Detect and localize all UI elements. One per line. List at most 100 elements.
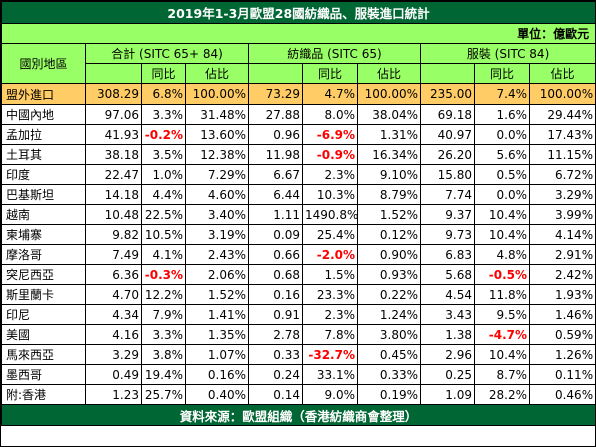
- clothing-yoy-cell: 10.4%: [474, 344, 530, 365]
- textiles-share-cell: 0.90%: [357, 244, 421, 265]
- clothing-value-cell: 1.38: [420, 324, 475, 345]
- unit-label: 單位：億歐元: [0, 23, 596, 44]
- total-share-cell: 3.19%: [185, 224, 249, 245]
- textiles-share-cell: 0.33%: [357, 364, 421, 385]
- textiles-yoy-cell: 1.5%: [302, 264, 358, 285]
- region-name-cell: 美國: [1, 324, 86, 345]
- total-value-cell: 6.36: [85, 264, 142, 285]
- textiles-value-cell: 6.67: [248, 164, 303, 185]
- textiles-value-cell: 2.78: [248, 324, 303, 345]
- clothing-share-cell: 17.43%: [528, 124, 596, 145]
- textiles-share-cell: 3.80%: [357, 324, 421, 345]
- total-value-cell: 0.49: [85, 364, 142, 385]
- table-row: 越南 10.48 22.5% 3.40% 1.11 1490.8% 1.52% 9.37 10.…: [1, 204, 596, 225]
- total-value-cell: 7.49: [85, 244, 142, 265]
- region-name-cell: 巴基斯坦: [1, 184, 86, 205]
- clothing-share-cell: 0.46%: [528, 384, 596, 405]
- textiles-value-cell: 0.68: [248, 264, 303, 285]
- clothing-yoy-cell: 1.6%: [474, 104, 530, 125]
- total-yoy-cell: 3.3%: [141, 324, 186, 345]
- region-name-cell: 斯里蘭卡: [1, 284, 86, 305]
- clothing-share-cell: 0.59%: [528, 324, 596, 345]
- textiles-share-cell: 100.00%: [357, 83, 421, 105]
- clothing-value-cell: 3.43: [420, 304, 475, 325]
- total-yoy-cell: 25.7%: [141, 384, 186, 405]
- clothing-yoy-cell: 0.5%: [474, 164, 530, 185]
- total-share-cell: 31.48%: [185, 104, 249, 125]
- total-share-cell: 4.60%: [185, 184, 249, 205]
- clothing-share-cell: 11.15%: [528, 144, 596, 165]
- textiles-share-cell: 8.79%: [357, 184, 421, 205]
- total-share-cell: 3.40%: [185, 204, 249, 225]
- textiles-group-header: 紡織品 (SITC 65): [248, 43, 421, 64]
- textiles-value-cell: 27.88: [248, 104, 303, 125]
- table-row: 巴基斯坦 14.18 4.4% 4.60% 6.44 10.3% 8.79% 7.74 0.0%…: [1, 184, 596, 205]
- table-row: 斯里蘭卡 4.70 12.2% 1.52% 0.16 23.3% 0.22% 4.54 11.8…: [1, 284, 596, 305]
- total-yoy-cell: 12.2%: [141, 284, 186, 305]
- total-value-cell: 38.18: [85, 144, 142, 165]
- clothing-yoy-cell: 0.0%: [474, 124, 530, 145]
- textiles-yoy-cell: 2.3%: [302, 304, 358, 325]
- textiles-yoy-cell: 1490.8%: [302, 204, 358, 225]
- source-note: 資料來源：歐盟組織（香港紡織商會整理）: [0, 404, 596, 426]
- textiles-share-cell: 0.93%: [357, 264, 421, 285]
- clothing-value-cell: 1.09: [420, 384, 475, 405]
- textiles-value-cell: 0.96: [248, 124, 303, 145]
- total-share-cell: 0.16%: [185, 364, 249, 385]
- textiles-yoy-cell: 25.4%: [302, 224, 358, 245]
- clothing-share-cell: 2.42%: [528, 264, 596, 285]
- clothing-value-cell: 15.80: [420, 164, 475, 185]
- total-share-cell: 0.40%: [185, 384, 249, 405]
- total-share-subheader: 佔比: [185, 63, 249, 84]
- textiles-share-cell: 9.10%: [357, 164, 421, 185]
- total-share-cell: 12.38%: [185, 144, 249, 165]
- region-name-cell: 印度: [1, 164, 86, 185]
- textiles-yoy-cell: 2.3%: [302, 164, 358, 185]
- clothing-yoy-cell: 10.4%: [474, 204, 530, 225]
- clothing-share-cell: 1.46%: [528, 304, 596, 325]
- clothing-share-cell: 2.91%: [528, 244, 596, 265]
- table-row: 柬埔寨 9.82 10.5% 3.19% 0.09 25.4% 0.12% 9.73 10.4%…: [1, 224, 596, 245]
- textiles-share-cell: 0.22%: [357, 284, 421, 305]
- table-row: 中國內地 97.06 3.3% 31.48% 27.88 8.0% 38.04% 69.18 1…: [1, 104, 596, 125]
- total-yoy-cell: 19.4%: [141, 364, 186, 385]
- total-value-cell: 308.29: [85, 83, 142, 105]
- textiles-yoy-cell: -2.0%: [302, 244, 358, 265]
- region-name-cell: 中國內地: [1, 104, 86, 125]
- total-group-header: 合計 (SITC 65+ 84): [85, 43, 249, 64]
- region-name-cell: 柬埔寨: [1, 224, 86, 245]
- textiles-yoy-cell: -32.7%: [302, 344, 358, 365]
- total-share-cell: 13.60%: [185, 124, 249, 145]
- clothing-share-cell: 1.93%: [528, 284, 596, 305]
- total-value-cell: 4.70: [85, 284, 142, 305]
- textiles-share-cell: 1.52%: [357, 204, 421, 225]
- total-share-cell: 2.43%: [185, 244, 249, 265]
- clothing-value-cell: 235.00: [420, 83, 475, 105]
- clothing-share-cell: 3.99%: [528, 204, 596, 225]
- region-name-cell: 孟加拉: [1, 124, 86, 145]
- total-yoy-cell: 3.5%: [141, 144, 186, 165]
- clothing-yoy-cell: 4.8%: [474, 244, 530, 265]
- clothing-share-cell: 6.72%: [528, 164, 596, 185]
- total-share-cell: 100.00%: [185, 83, 249, 105]
- header-row-groups: 國別地區 合計 (SITC 65+ 84) 紡織品 (SITC 65) 服裝 (…: [1, 43, 596, 84]
- total-value-subheader: [85, 63, 142, 84]
- title-row: 2019年1-3月歐盟28國紡織品、服裝進口統計: [0, 1, 596, 24]
- textiles-yoy-cell: 10.3%: [302, 184, 358, 205]
- total-yoy-cell: 3.3%: [141, 104, 186, 125]
- region-name-cell: 附:香港: [1, 384, 86, 405]
- textiles-value-cell: 0.33: [248, 344, 303, 365]
- total-value-cell: 10.48: [85, 204, 142, 225]
- header-row-columns: 同比 佔比 同比 佔比 同比 佔比: [2, 63, 596, 84]
- region-name-cell: 摩洛哥: [1, 244, 86, 265]
- table-row: 馬來西亞 3.29 3.8% 1.07% 0.33 -32.7% 0.45% 2.96 10.4…: [1, 344, 596, 365]
- total-value-cell: 9.82: [85, 224, 142, 245]
- total-value-cell: 14.18: [85, 184, 142, 205]
- total-yoy-cell: -0.2%: [141, 124, 186, 145]
- table-row: 孟加拉 41.93 -0.2% 13.60% 0.96 -6.9% 1.31% 40.97 0.…: [1, 124, 596, 145]
- clothing-value-cell: 6.83: [420, 244, 475, 265]
- textiles-yoy-cell: -0.9%: [302, 144, 358, 165]
- total-row: 盟外進口 308.29 6.8% 100.00% 73.29 4.7% 100.00% 235…: [1, 83, 596, 105]
- region-name-cell: 墨西哥: [1, 364, 86, 385]
